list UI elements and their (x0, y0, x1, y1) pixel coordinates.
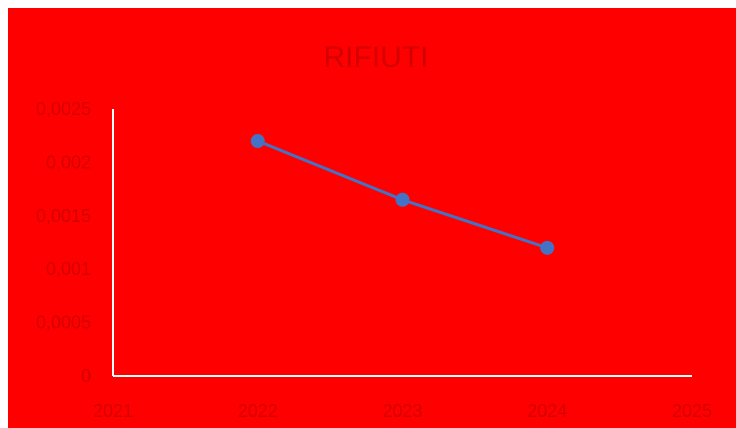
x-tick-label: 2023 (382, 401, 422, 421)
chart-title: RIFIUTI (324, 41, 429, 74)
y-tick-label: 0,0005 (36, 313, 91, 333)
series-group (250, 134, 555, 255)
chart-area (8, 8, 736, 428)
data-point (250, 134, 265, 149)
y-tick-label: 0,0025 (36, 99, 91, 119)
data-point (540, 240, 555, 255)
x-tick-label: 2022 (238, 401, 278, 421)
y-tick-label: 0 (81, 366, 91, 386)
y-tick-label: 0,0015 (36, 206, 91, 226)
axes (112, 109, 692, 377)
x-tick-label: 2025 (672, 401, 712, 421)
y-tick-labels: 0 0,0005 0,001 0,0015 0,002 0,0025 (36, 99, 91, 386)
y-tick-label: 0,002 (46, 152, 91, 172)
x-tick-label: 2024 (527, 401, 567, 421)
x-tick-label: 2021 (93, 401, 133, 421)
y-tick-label: 0,001 (46, 259, 91, 279)
data-point (395, 192, 410, 207)
x-tick-labels: 2021 2022 2023 2024 2025 (93, 401, 712, 421)
